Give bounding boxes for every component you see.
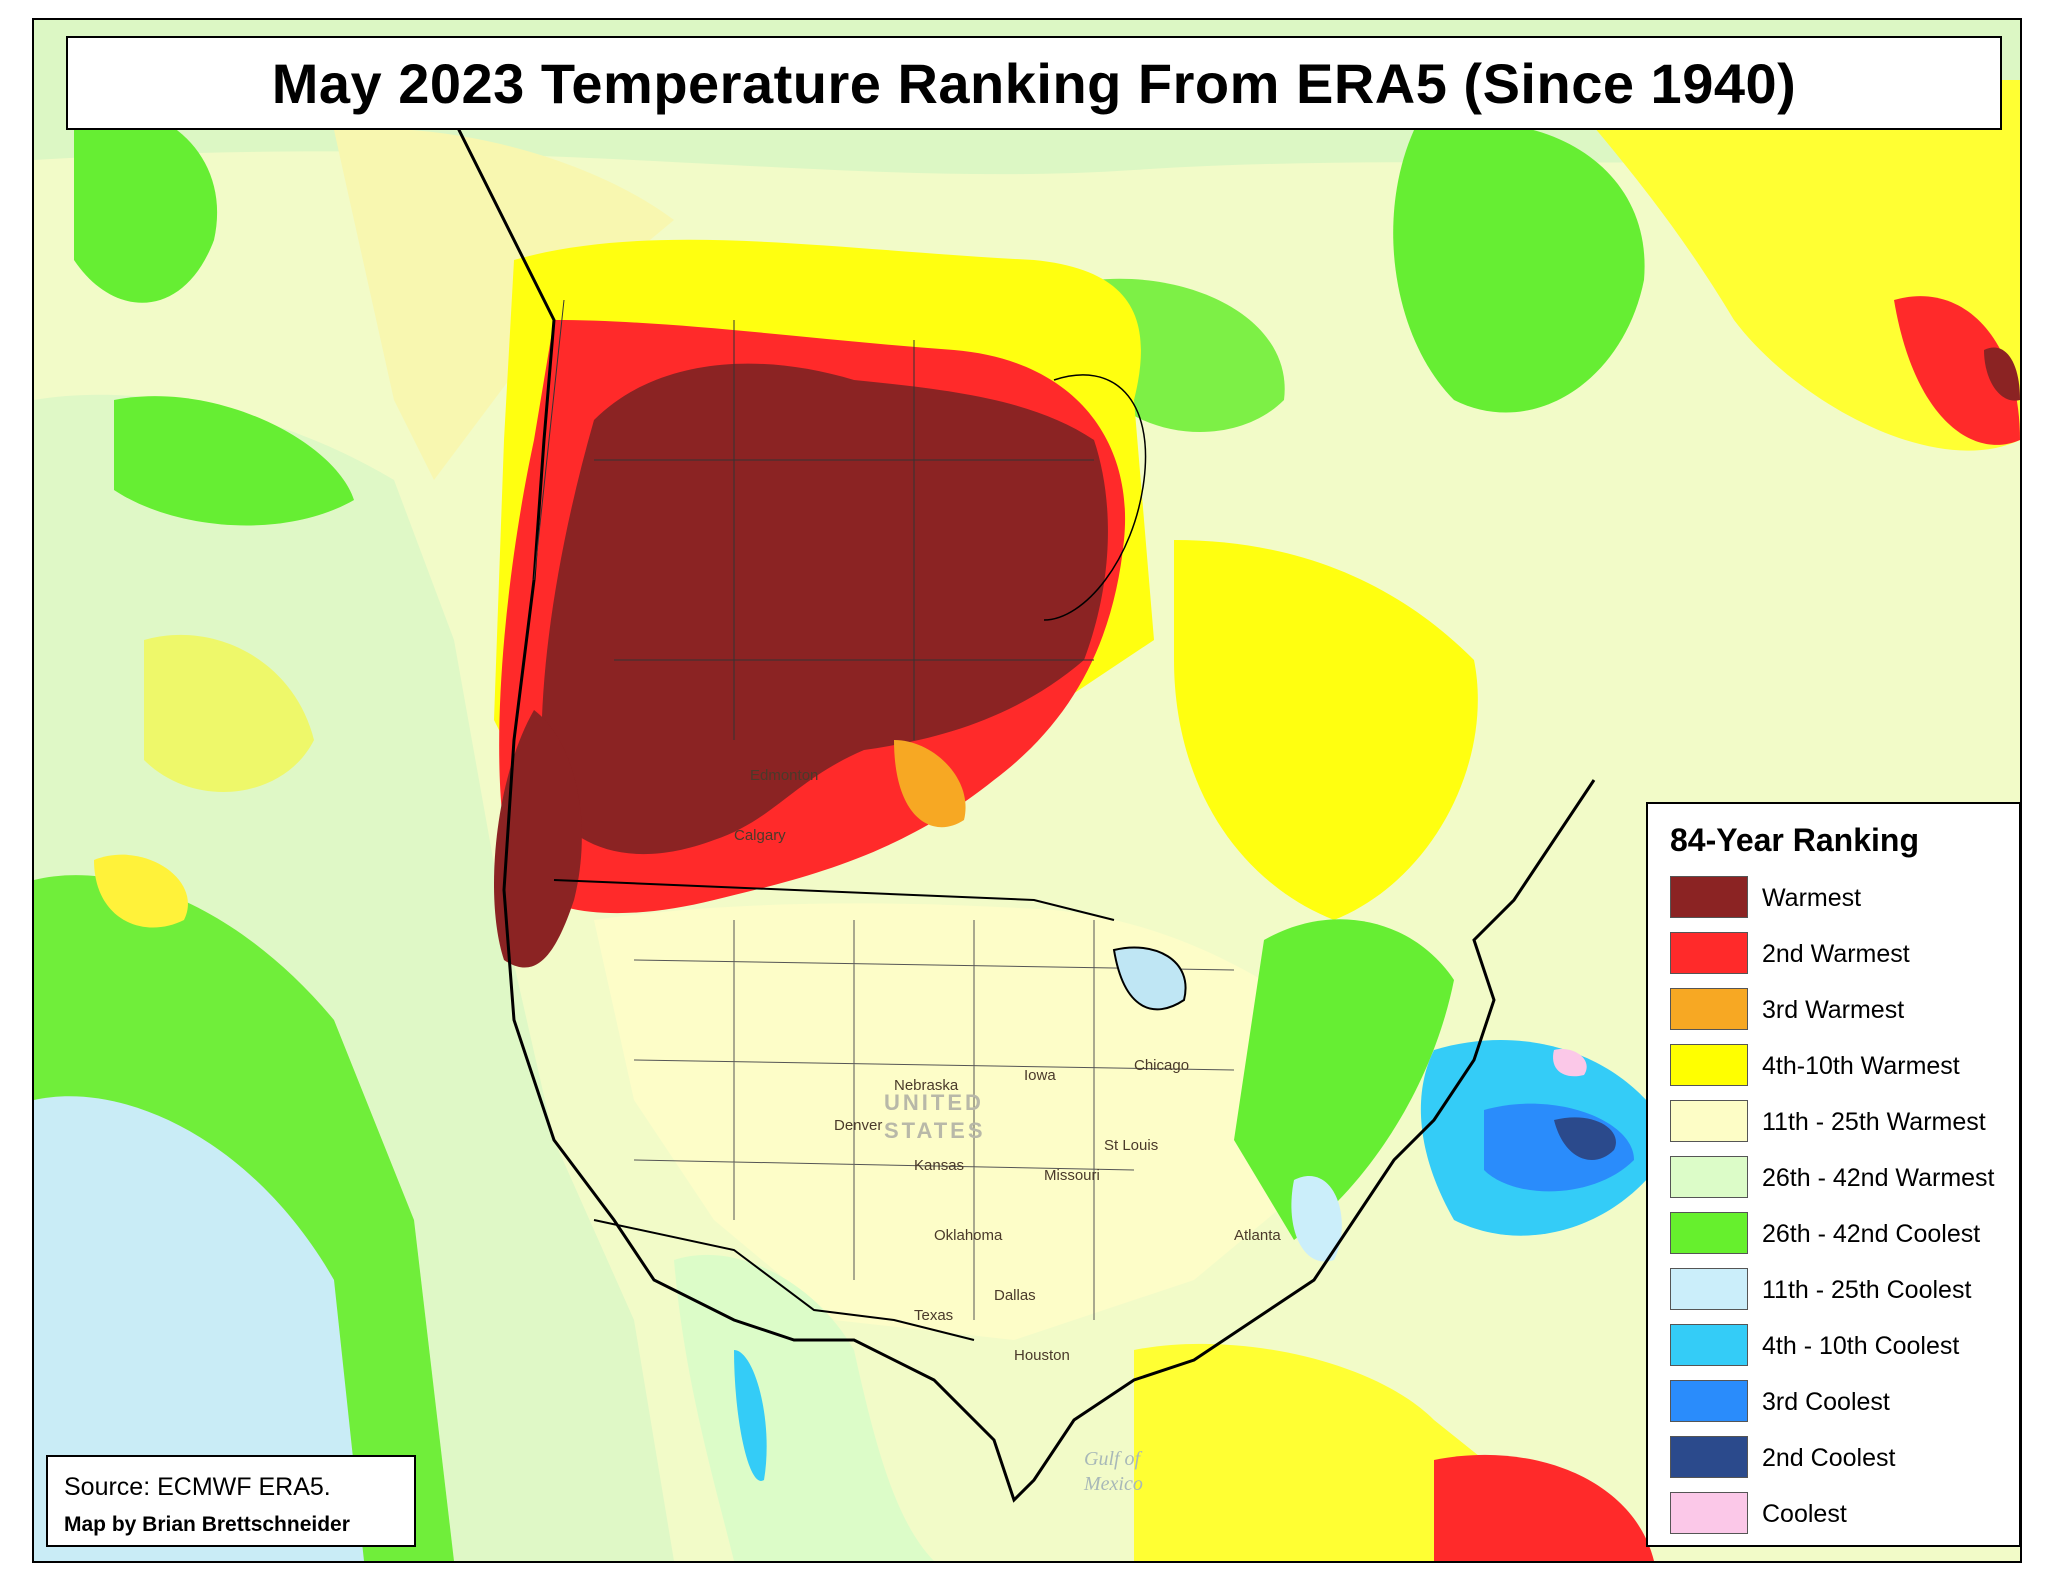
legend-label: 11th - 25th Coolest bbox=[1762, 1276, 1972, 1304]
label-chicago: Chicago bbox=[1134, 1057, 1189, 1074]
gulf-alaska-cool bbox=[114, 396, 354, 526]
mexico-region bbox=[674, 1254, 934, 1561]
legend-label: Warmest bbox=[1762, 884, 1862, 912]
legend-label: 11th - 25th Warmest bbox=[1762, 1108, 1986, 1136]
page-title: May 2023 Temperature Ranking From ERA5 (… bbox=[271, 51, 1797, 115]
legend-label: 4th - 10th Coolest bbox=[1762, 1332, 1960, 1360]
label-dallas: Dallas bbox=[994, 1287, 1036, 1304]
temperature-ranking-map: Edmonton Calgary Denver St Louis Dallas … bbox=[34, 20, 2020, 1561]
legend-swatch bbox=[1670, 1380, 1748, 1422]
legend-item: 2nd Warmest bbox=[1670, 932, 2010, 976]
pacific-warm-patch-2 bbox=[94, 854, 188, 928]
legend-item: 26th - 42nd Warmest bbox=[1670, 1156, 2010, 1200]
alaska-warm bbox=[334, 128, 674, 480]
legend-item: 11th - 25th Coolest bbox=[1670, 1268, 2010, 1312]
legend-swatch bbox=[1670, 1100, 1748, 1142]
label-texas: Texas bbox=[914, 1307, 953, 1324]
baffin-cool bbox=[1094, 278, 1285, 433]
mexico-cool-strip bbox=[734, 1350, 767, 1481]
legend-label: 26th - 42nd Warmest bbox=[1762, 1164, 1995, 1192]
legend-swatch bbox=[1670, 1324, 1748, 1366]
legend-swatch bbox=[1670, 1044, 1748, 1086]
legend: 84-Year Ranking Warmest 2nd Warmest 3rd … bbox=[1646, 802, 2021, 1547]
credit-text: Map by Brian Brettschneider bbox=[64, 1513, 350, 1536]
legend-label: 3rd Coolest bbox=[1762, 1388, 1890, 1416]
legend-item: 26th - 42nd Coolest bbox=[1670, 1212, 2010, 1256]
legend-label: 4th-10th Warmest bbox=[1762, 1052, 1960, 1080]
label-denver: Denver bbox=[834, 1117, 882, 1134]
canada-warmest bbox=[541, 363, 1108, 855]
legend-item: Warmest bbox=[1670, 876, 2010, 920]
legend-label: Coolest bbox=[1762, 1500, 1847, 1528]
map-frame: Edmonton Calgary Denver St Louis Dallas … bbox=[32, 18, 2022, 1563]
legend-title: 84-Year Ranking bbox=[1670, 822, 1919, 858]
legend-swatch bbox=[1670, 932, 1748, 974]
legend-swatch bbox=[1670, 1436, 1748, 1478]
caribbean-2nd-warmest bbox=[1434, 1454, 1654, 1561]
alaska-north-cool bbox=[74, 106, 218, 303]
us-east-cool bbox=[1234, 919, 1454, 1240]
label-oklahoma: Oklahoma bbox=[934, 1227, 1003, 1244]
legend-label: 3rd Warmest bbox=[1762, 996, 1905, 1024]
label-houston: Houston bbox=[1014, 1347, 1070, 1364]
pacific-coolest-region bbox=[34, 1096, 364, 1561]
prairie-3rd-warmest bbox=[894, 740, 966, 828]
label-iowa: Iowa bbox=[1024, 1067, 1056, 1084]
legend-item: 3rd Coolest bbox=[1670, 1380, 2010, 1424]
label-states: STATES bbox=[884, 1118, 986, 1143]
label-atlanta: Atlanta bbox=[1234, 1227, 1281, 1244]
us-mexico-border bbox=[593, 1219, 975, 1341]
west-east-coastline bbox=[452, 119, 1596, 1503]
us-canada-border bbox=[553, 879, 1115, 921]
atlantic-2nd-coolest bbox=[1554, 1117, 1616, 1160]
legend-label: 2nd Coolest bbox=[1762, 1444, 1896, 1472]
great-lakes bbox=[1112, 946, 1187, 1011]
legend-item: 11th - 25th Warmest bbox=[1670, 1100, 2010, 1144]
pacific-warm-patch bbox=[144, 634, 314, 793]
atlantic-warm-red bbox=[1894, 296, 2020, 445]
north-atlantic-warm bbox=[1554, 80, 2020, 451]
label-nebraska: Nebraska bbox=[894, 1077, 959, 1094]
label-gulf-of: Gulf of bbox=[1084, 1448, 1143, 1470]
hudson-bay-coast bbox=[1043, 374, 1147, 621]
legend-swatch bbox=[1670, 1268, 1748, 1310]
label-missouri: Missouri bbox=[1044, 1167, 1100, 1184]
pacific-nw-warmest bbox=[494, 710, 582, 968]
source-box: Source: ECMWF ERA5. Map by Brian Brettsc… bbox=[46, 1455, 416, 1547]
atlantic-coolest bbox=[1553, 1049, 1587, 1077]
legend-swatch bbox=[1670, 876, 1748, 918]
label-mexico: Mexico bbox=[1083, 1473, 1143, 1495]
quebec-warm bbox=[1174, 540, 1478, 920]
label-edmonton: Edmonton bbox=[750, 767, 818, 784]
atlantic-warmest-spot bbox=[1984, 347, 2020, 401]
label-united: UNITED bbox=[884, 1090, 984, 1115]
legend-item: 2nd Coolest bbox=[1670, 1436, 2010, 1480]
southeast-coolest bbox=[1291, 1176, 1342, 1262]
legend-item: 3rd Warmest bbox=[1670, 988, 2010, 1032]
legend-item: 4th-10th Warmest bbox=[1670, 1044, 2010, 1088]
legend-label: 2nd Warmest bbox=[1762, 940, 1910, 968]
label-st-louis: St Louis bbox=[1104, 1137, 1158, 1154]
label-kansas: Kansas bbox=[914, 1157, 964, 1174]
us-state-borders bbox=[633, 920, 1235, 1320]
province-borders bbox=[533, 299, 1094, 740]
legend-swatch bbox=[1670, 1156, 1748, 1198]
legend-swatch bbox=[1670, 1492, 1748, 1534]
legend-item: 4th - 10th Coolest bbox=[1670, 1324, 2010, 1368]
legend-swatch bbox=[1670, 988, 1748, 1030]
legend-label: 26th - 42nd Coolest bbox=[1762, 1220, 1981, 1248]
legend-item: Coolest bbox=[1670, 1492, 2010, 1536]
title-box: May 2023 Temperature Ranking From ERA5 (… bbox=[66, 36, 2002, 130]
source-text: Source: ECMWF ERA5. bbox=[64, 1473, 331, 1501]
label-calgary: Calgary bbox=[734, 827, 786, 844]
legend-swatch bbox=[1670, 1212, 1748, 1254]
us-interior-region bbox=[594, 903, 1314, 1340]
greenland-cool bbox=[1393, 122, 1645, 413]
